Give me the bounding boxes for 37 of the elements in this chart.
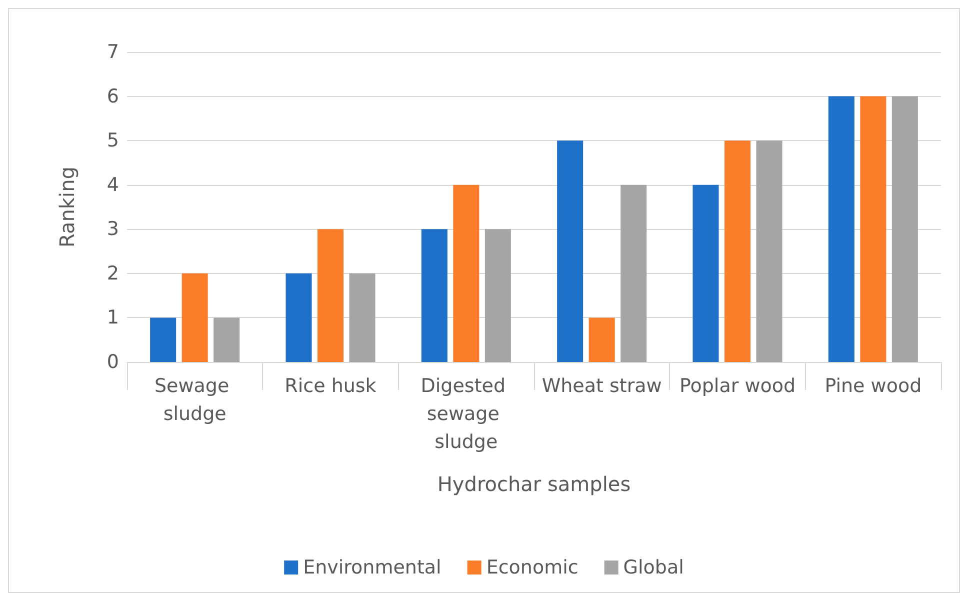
legend-label: Environmental <box>303 556 442 578</box>
bar <box>484 229 511 362</box>
x-tick-label: Poplar wood <box>679 375 796 397</box>
bar <box>588 318 615 362</box>
x-tick-label: Sewage sludge <box>154 375 236 425</box>
x-tick-label: Digested sewage sludge <box>420 375 512 453</box>
x-tick-label: Wheat straw <box>542 375 662 397</box>
y-tick-label: 4 <box>106 174 119 196</box>
bar <box>620 184 647 362</box>
y-tick-label: 2 <box>106 262 119 284</box>
y-tick-label: 5 <box>106 130 119 152</box>
y-tick-label: 3 <box>106 218 119 240</box>
bar <box>453 184 480 362</box>
legend-label: Global <box>623 556 684 578</box>
bar <box>286 273 312 362</box>
bar <box>182 273 208 362</box>
y-axis-title: Ranking <box>55 166 79 248</box>
bar <box>828 96 854 362</box>
y-tick-label: 0 <box>106 351 119 373</box>
x-tick-label: Pine wood <box>824 375 922 397</box>
bar <box>892 96 918 362</box>
bar <box>214 318 240 362</box>
bar <box>557 140 584 362</box>
bar <box>724 140 751 362</box>
bar <box>860 96 886 362</box>
legend-label: Economic <box>486 556 578 578</box>
bar <box>349 273 376 362</box>
bar <box>150 318 176 362</box>
bar <box>421 229 448 362</box>
x-tick-label: Rice husk <box>284 375 376 397</box>
y-tick-label: 1 <box>106 306 119 329</box>
bar <box>692 184 719 362</box>
bar <box>317 229 344 362</box>
bar <box>756 140 782 362</box>
x-axis-title: Hydrochar samples <box>437 472 631 496</box>
y-tick-label: 7 <box>106 41 119 63</box>
y-tick-label: 6 <box>106 85 119 108</box>
